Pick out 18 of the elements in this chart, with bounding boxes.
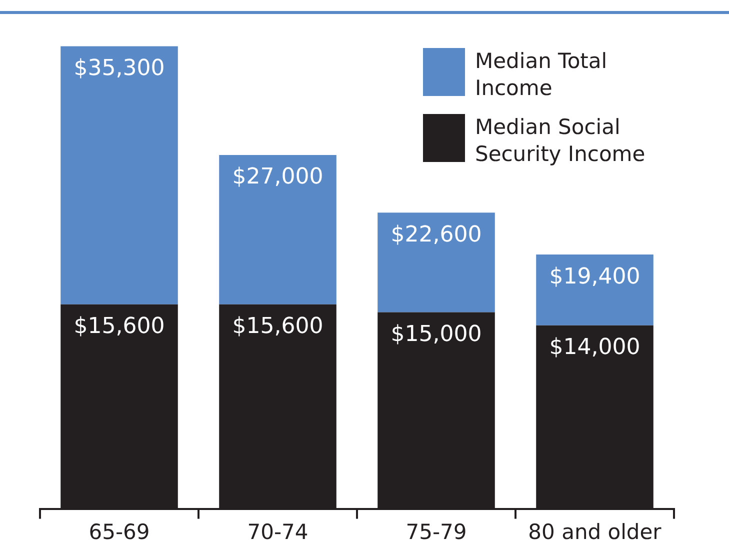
- x-tick-label: 80 and older: [528, 520, 662, 544]
- x-tick-label: 70-74: [247, 520, 308, 544]
- data-label: $15,000: [390, 322, 482, 347]
- bar: [378, 212, 495, 312]
- bar: [60, 46, 178, 304]
- total-label: $27,000: [232, 164, 324, 190]
- legend-label: Median Social Security Income: [475, 114, 646, 168]
- total-label: $22,600: [390, 222, 482, 248]
- total-label: $35,300: [74, 56, 165, 81]
- bar: [536, 254, 654, 326]
- data-label: $15,600: [232, 314, 324, 340]
- data-label: $15,600: [74, 314, 165, 340]
- total-label: $19,400: [549, 264, 640, 290]
- legend-label: Median Total Income: [475, 48, 608, 102]
- bar: [219, 154, 336, 304]
- data-label: $14,000: [549, 335, 640, 360]
- x-tick-label: 65-69: [88, 520, 150, 544]
- x-tick-label: 75-79: [406, 520, 467, 544]
